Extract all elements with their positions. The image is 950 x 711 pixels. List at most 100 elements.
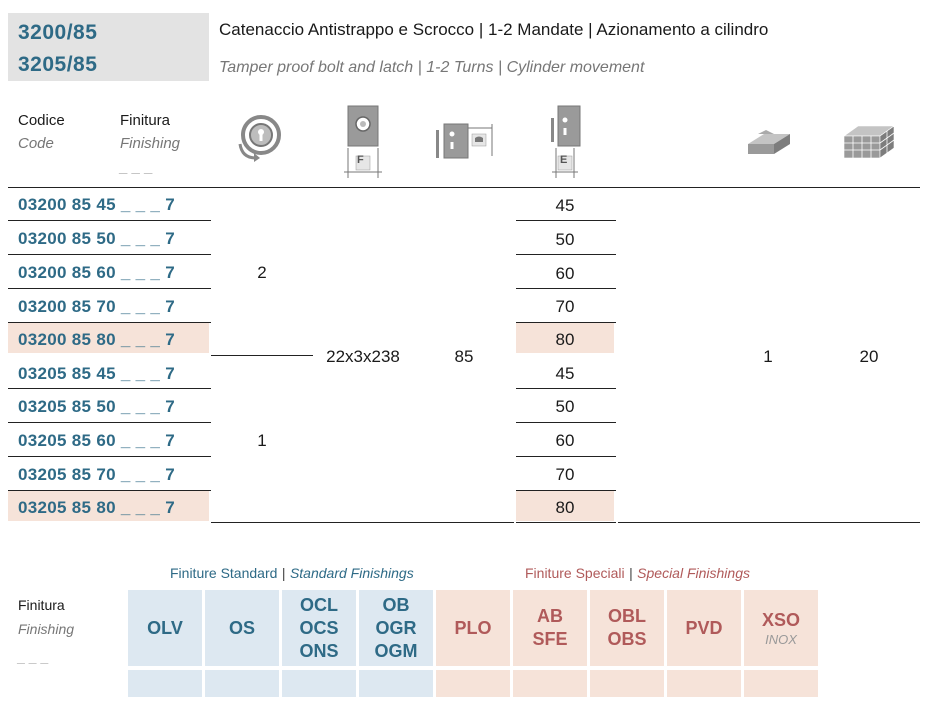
finish-code: ONS bbox=[299, 640, 339, 661]
table-row-code: 03205 85 80 _ _ _ 7 bbox=[18, 498, 175, 517]
finish-cell-ocl: OCL OCS ONS bbox=[282, 590, 356, 666]
package-qty-value: 1 bbox=[763, 347, 773, 366]
standard-finishes-en: Standard Finishings bbox=[289, 565, 414, 581]
table-row-code: 03200 85 60 _ _ _ 7 bbox=[18, 263, 175, 282]
row-separator bbox=[516, 254, 616, 255]
row-separator bbox=[516, 388, 616, 389]
finish-cell-plo: PLO bbox=[436, 590, 510, 666]
finish-code: SFE bbox=[532, 629, 568, 649]
finish-code: OGM bbox=[374, 640, 418, 661]
table-top-rule bbox=[8, 187, 920, 188]
row-separator bbox=[8, 322, 211, 323]
model-codes-box bbox=[8, 13, 209, 81]
finish-label-it: Finitura bbox=[18, 597, 65, 613]
finish-cell-ab: AB SFE bbox=[513, 590, 587, 666]
special-finishes-en: Special Finishings bbox=[637, 565, 750, 581]
finish-strip bbox=[282, 670, 356, 697]
package-icon bbox=[748, 130, 790, 154]
finish-strip bbox=[359, 670, 433, 697]
product-title-it: Catenaccio Antistrappo e Scrocco | 1-2 M… bbox=[219, 20, 769, 39]
finish-cell-ob: OB OGR OGM bbox=[359, 590, 433, 666]
special-finishes-it: Finiture Speciali bbox=[525, 565, 625, 581]
finish-strip bbox=[436, 670, 510, 697]
row-separator bbox=[8, 220, 211, 221]
row-separator bbox=[8, 490, 211, 491]
finish-cell-xso: XSO INOX bbox=[744, 590, 818, 666]
row-separator bbox=[8, 288, 211, 289]
table-bottom-rule bbox=[211, 522, 514, 523]
table-bottom-rule bbox=[618, 522, 920, 523]
backset-value: 50 bbox=[555, 397, 575, 416]
table-row-code: 03200 85 70 _ _ _ 7 bbox=[18, 297, 175, 316]
finish-code: OS bbox=[228, 617, 255, 638]
finish-cell-olv: OLV bbox=[128, 590, 202, 666]
table-row-code: 03205 85 70 _ _ _ 7 bbox=[18, 465, 175, 484]
turns-group-divider bbox=[211, 355, 313, 356]
lock-depth-icon bbox=[436, 123, 493, 159]
carton-icon bbox=[843, 125, 895, 159]
finish-cell-pvd: PVD bbox=[667, 590, 741, 666]
row-separator bbox=[8, 388, 211, 389]
row-separator bbox=[8, 456, 211, 457]
table-bottom-rule bbox=[516, 522, 616, 523]
finish-strip bbox=[667, 670, 741, 697]
row-separator bbox=[8, 422, 211, 423]
standard-finishes-it: Finiture Standard bbox=[170, 565, 278, 581]
finish-header-it: Finitura bbox=[120, 112, 171, 129]
finish-strip bbox=[744, 670, 818, 697]
turns-value-1: 1 bbox=[257, 431, 267, 450]
finish-code: XSO bbox=[761, 609, 800, 630]
finish-code: OLV bbox=[147, 617, 183, 638]
table-row-code: 03205 85 50 _ _ _ 7 bbox=[18, 397, 175, 416]
finish-code: OGR bbox=[375, 617, 417, 638]
backset-value: 45 bbox=[555, 196, 575, 215]
finish-cell-os: OS bbox=[205, 590, 279, 666]
backset-value: 80 bbox=[555, 330, 575, 349]
model-code-2: 3205/85 bbox=[18, 53, 98, 76]
row-separator bbox=[516, 456, 616, 457]
backset-value: 45 bbox=[555, 364, 575, 383]
finish-code: OB bbox=[382, 594, 410, 615]
depth-value: 85 bbox=[454, 347, 474, 366]
finish-strip bbox=[513, 670, 587, 697]
faceplate-value: 22x3x238 bbox=[326, 347, 400, 366]
row-separator bbox=[516, 220, 616, 221]
special-finishes-heading: Finiture Speciali | Special Finishings bbox=[525, 565, 750, 583]
finish-code: OCS bbox=[299, 617, 339, 638]
backset-value: 70 bbox=[555, 297, 575, 316]
backset-value: 70 bbox=[555, 465, 575, 484]
finish-header-en: Finishing bbox=[120, 135, 181, 152]
turns-value-2: 2 bbox=[257, 263, 267, 282]
table-row-code: 03205 85 45 _ _ _ 7 bbox=[18, 364, 175, 383]
row-highlight bbox=[8, 322, 209, 353]
row-separator bbox=[516, 490, 616, 491]
row-separator bbox=[516, 288, 616, 289]
faceplate-width-icon bbox=[344, 105, 382, 178]
product-title-en: Tamper proof bolt and latch | 1-2 Turns … bbox=[219, 59, 645, 76]
code-header-en: Code bbox=[18, 135, 54, 152]
row-separator bbox=[516, 422, 616, 423]
backset-value: 60 bbox=[555, 431, 575, 450]
finish-strip bbox=[205, 670, 279, 697]
finish-subcode: INOX bbox=[765, 631, 797, 647]
finish-code: AB bbox=[537, 606, 563, 626]
backset-highlight bbox=[516, 322, 614, 353]
backset-icon bbox=[551, 105, 581, 178]
table-row-code: 03205 85 60 _ _ _ 7 bbox=[18, 431, 175, 450]
finish-code: PLO bbox=[454, 617, 492, 638]
heading-separator: | bbox=[629, 565, 633, 581]
backset-value: 80 bbox=[555, 498, 575, 517]
finish-code: OCL bbox=[300, 594, 338, 615]
backset-highlight bbox=[516, 490, 614, 521]
heading-separator: | bbox=[281, 565, 286, 581]
standard-finishes-heading: Finiture Standard | Standard Finishings bbox=[170, 565, 414, 583]
f-dimension-label: F bbox=[357, 154, 364, 166]
carton-qty-value: 20 bbox=[859, 347, 879, 366]
finish-header-placeholder: _ _ _ bbox=[120, 159, 154, 176]
code-header-it: Codice bbox=[18, 112, 65, 129]
backset-value: 60 bbox=[555, 264, 575, 283]
e-dimension-label: E bbox=[560, 154, 568, 166]
row-highlight bbox=[8, 490, 209, 521]
row-separator bbox=[8, 254, 211, 255]
finish-strip bbox=[590, 670, 664, 697]
